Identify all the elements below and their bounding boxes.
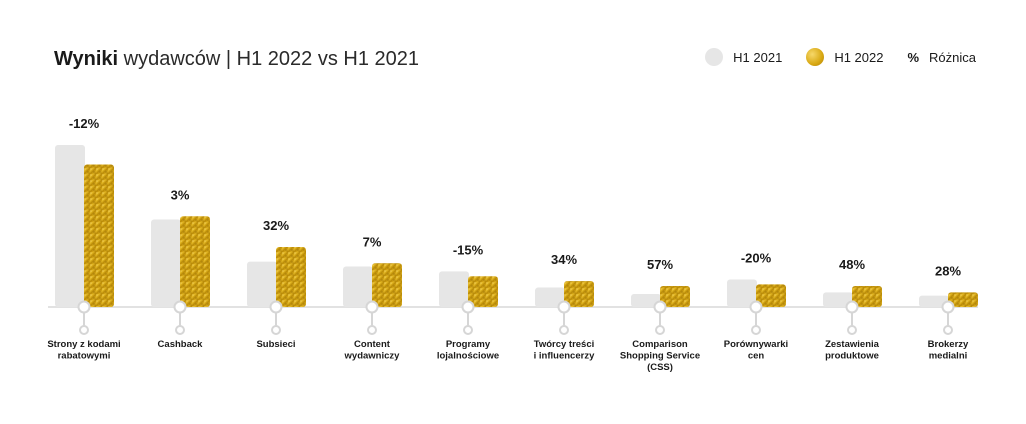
category-label: Cashback [158,339,204,350]
bar-h2021 [535,287,565,307]
bar-h2022 [948,292,978,307]
axis-marker-dot [559,325,569,335]
category-label-line: lojalnościowe [437,351,499,362]
bar-h2022 [372,263,402,307]
bar-h2021 [823,292,853,307]
difference-label: 3% [171,187,190,202]
bar-h2022 [756,284,786,307]
category-label-line: Content [354,339,391,350]
category-label-line: medialni [929,351,968,362]
chart-title-bold: Wyniki [54,48,119,70]
category-label: Subsieci [256,339,295,350]
category-label-line: cen [748,351,765,362]
category-label-line: Brokerzy [928,339,969,350]
bar-h2021 [727,279,757,307]
axis-marker [365,300,379,314]
difference-label: 32% [263,218,289,233]
category-label-line: Subsieci [256,339,295,350]
bar-h2021 [919,295,949,307]
bar-h2022 [84,164,114,307]
category-label-line: Comparison [632,339,688,350]
category-label-line: i influencerzy [534,351,595,362]
axis-marker [461,300,475,314]
axis-marker-dot [463,325,473,335]
axis-marker-dot [655,325,665,335]
difference-label: 34% [551,252,577,267]
bar-h2022 [180,216,210,307]
category-label-line: Programy [446,339,491,350]
category-label-line: Porównywarki [724,339,788,350]
legend-label-diff: Różnica [929,49,976,65]
legend-swatch-h2021 [705,48,724,66]
legend-label-h2021: H1 2021 [733,49,783,65]
category-label-line: Strony z kodami [47,339,120,350]
axis-marker-dot [175,325,185,335]
legend: H1 2021 H1 2022 % Różnica [681,48,976,66]
labels-layer: -12% Strony z kodami rabatowymi 3% Cashback 3… [47,116,969,373]
category-label: Zestawienia produktowe [825,339,880,362]
axis-marker [173,300,187,314]
bar-h2021 [439,271,469,307]
category-label-line: wydawniczy [344,351,401,362]
axis-marker [653,300,667,314]
legend-item-h2022: H1 2022 [806,48,883,66]
category-label: Twórcy treści i influencerzy [534,339,595,362]
category-label: Brokerzy medialni [928,339,969,362]
difference-label: -15% [453,242,484,257]
legend-item-diff: % Różnica [907,50,976,65]
category-label: Strony z kodami rabatowymi [47,339,120,362]
difference-label: -12% [69,116,100,131]
difference-label: 7% [363,234,382,249]
axis-marker-dot [847,325,857,335]
category-label-line: Shopping Service [620,351,700,362]
category-label-line: rabatowymi [58,351,111,362]
bar-h2021 [631,294,661,307]
bar-h2021 [151,219,181,307]
legend-item-h2021: H1 2021 [705,48,782,66]
category-label-line: Zestawienia [825,339,880,350]
difference-label: 28% [935,263,961,278]
difference-label: 48% [839,257,865,272]
bar-h2021 [55,145,85,307]
axis-marker-dot [271,325,281,335]
bar-h2022 [564,281,594,307]
legend-swatch-h2022 [806,48,825,66]
chart-title-rest: wydawców | H1 2022 vs H1 2021 [123,48,420,70]
category-label: Comparison Shopping Service (CSS) [620,339,700,373]
category-label: Programy lojalnościowe [437,339,499,362]
category-label: Content wydawniczy [344,339,401,362]
legend-label-h2022: H1 2022 [834,49,884,65]
difference-label: -20% [741,250,772,265]
bar-h2022 [852,285,882,307]
axis-marker-dot [367,325,377,335]
chart-title: Wyniki wydawców | H1 2022 vs H1 2021 [54,46,419,72]
difference-label: 57% [647,257,673,272]
axis-marker [77,300,91,314]
bar-h2021 [247,261,277,307]
axis-marker [941,300,955,314]
bar-h2021 [343,266,373,307]
category-label-line: produktowe [825,351,879,362]
bar-h2022 [276,247,306,307]
bars-layer [48,145,978,335]
axis-marker [269,300,283,314]
category-label: Porównywarki cen [724,339,788,362]
axis-marker-dot [751,325,761,335]
axis-marker [749,300,763,314]
axis-marker [557,300,571,314]
axis-marker-dot [943,325,953,335]
bar-h2022 [660,285,690,307]
axis-marker-dot [79,325,89,335]
category-label-line: (CSS) [647,362,673,373]
category-label-line: Twórcy treści [534,339,595,350]
axis-marker [845,300,859,314]
legend-percent-symbol: % [907,49,920,65]
bar-h2022 [468,276,498,307]
category-label-line: Cashback [158,339,204,350]
